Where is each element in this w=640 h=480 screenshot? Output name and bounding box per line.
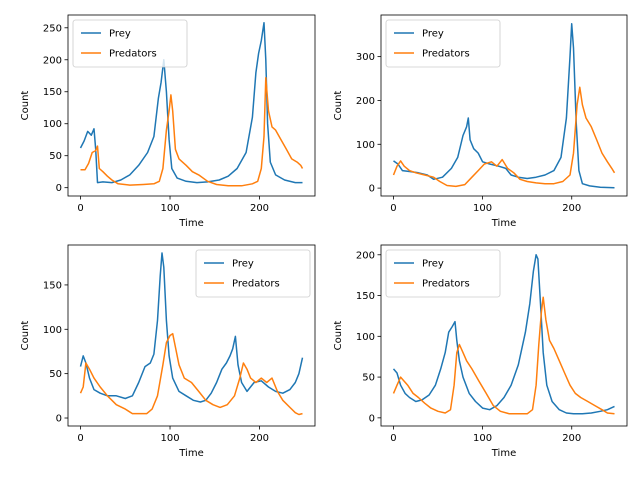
legend: Prey Predators [72,19,188,68]
x-axis-label: Time [491,218,516,229]
legend-box [385,19,501,68]
legend-label-prey: Prey [109,29,131,40]
x-tick-label: 200 [562,433,581,444]
legend: Prey Predators [385,249,501,298]
y-tick-label: 0 [56,414,62,425]
series-line-predators [80,76,304,187]
y-tick-label: 0 [56,183,62,194]
y-tick-label: 150 [43,87,62,98]
series-line-prey [79,252,304,403]
legend-box [72,19,188,68]
series-line-predators [392,86,616,188]
y-tick-label: 250 [43,23,62,34]
legend-label-predators: Predators [422,279,470,290]
y-tick-label: 200 [43,55,62,66]
y-tick-label: 200 [356,250,375,261]
y-axis-label: Count [333,91,344,121]
y-axis-label: Count [20,91,31,121]
legend-label-predators: Predators [232,279,280,290]
subplot-4: 0 100 200 0 50 100 150 200 Time Count Prey Predator… [333,244,628,459]
x-tick-label: 100 [473,203,492,214]
y-tick-label: 100 [43,325,62,336]
legend-label-prey: Prey [422,259,444,270]
legend: Prey Predators [195,249,311,298]
y-tick-label: 200 [356,96,375,107]
x-tick-label: 200 [250,203,269,214]
y-tick-label: 50 [49,151,62,162]
series-line-predators [392,296,615,415]
x-axis-label: Time [178,448,203,459]
series-line-predators [79,332,303,416]
y-tick-label: 50 [362,373,375,384]
series-line-prey [392,254,615,415]
axes-frame [380,244,628,427]
y-tick-label: 100 [356,332,375,343]
y-tick-label: 300 [356,52,375,63]
y-axis-label: Count [333,321,344,351]
axes-frame [380,14,628,197]
x-tick-label: 200 [562,203,581,214]
y-tick-label: 50 [49,369,62,380]
legend-label-predators: Predators [422,49,470,60]
subplot-1: 0 100 200 0 50 100 150 200 250 Time Count Prey Preda… [20,14,316,229]
x-axis-label: Time [178,218,203,229]
y-tick-label: 100 [356,140,375,151]
y-tick-label: 100 [43,119,62,130]
series-line-prey [393,23,615,189]
subplot-2: 0 100 200 0 100 200 300 Time Count Prey Predators [333,14,628,229]
x-tick-label: 0 [77,433,83,444]
x-tick-label: 100 [160,203,179,214]
legend-label-prey: Prey [422,29,444,40]
y-tick-label: 0 [369,413,375,424]
x-tick-label: 0 [390,433,396,444]
legend-label-predators: Predators [109,49,157,60]
x-tick-label: 0 [390,203,396,214]
legend: Prey Predators [385,19,501,68]
series-line-prey [79,21,303,184]
x-tick-label: 100 [473,433,492,444]
legend-box [195,249,311,298]
legend-label-prey: Prey [232,259,254,270]
y-tick-label: 150 [43,280,62,291]
x-tick-label: 100 [160,433,179,444]
y-axis-label: Count [20,321,31,351]
axes-frame [67,244,316,427]
legend-box [385,249,501,298]
x-axis-label: Time [491,448,516,459]
axes-frame [67,14,316,197]
x-tick-label: 0 [77,203,83,214]
y-tick-label: 150 [356,291,375,302]
x-tick-label: 200 [250,433,269,444]
y-tick-label: 0 [369,184,375,195]
subplot-3: 0 100 200 0 50 100 150 Time Count Prey Predators [20,244,316,459]
